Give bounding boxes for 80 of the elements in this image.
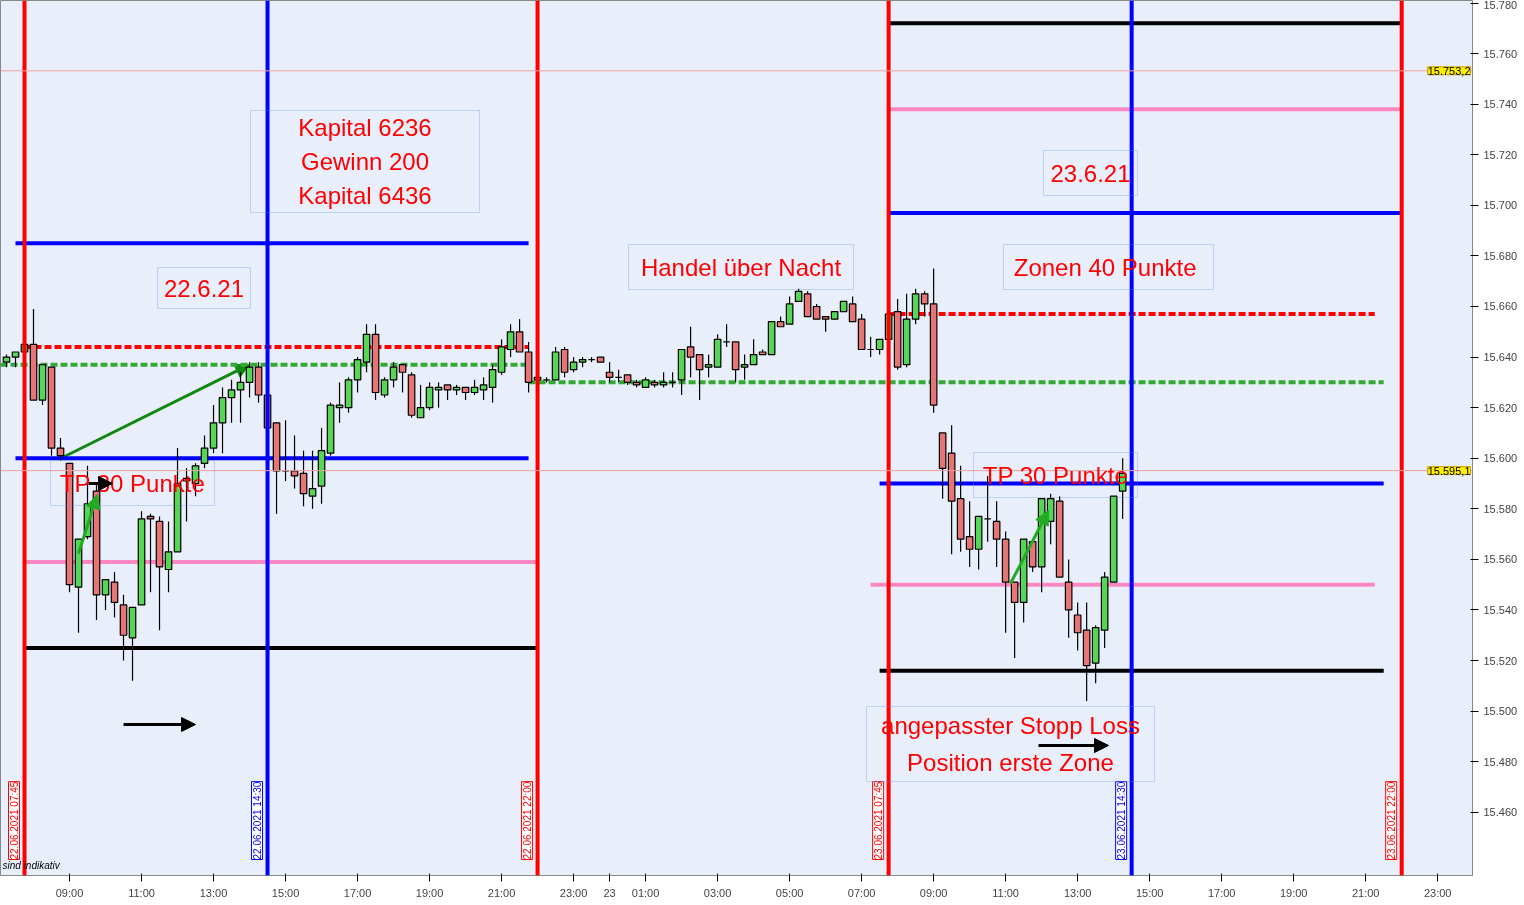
x-tick-label: 13:00 (1063, 886, 1092, 899)
candlestick (56, 437, 65, 462)
y-tick-label: 15.680 (1483, 249, 1518, 262)
candlestick (506, 323, 515, 358)
y-tick-label: 15.580 (1483, 502, 1518, 515)
candlestick (479, 376, 488, 401)
ref-line-label: 23.06.2021 07:45 (872, 781, 884, 860)
annotation: 23.6.21 (1050, 159, 1131, 187)
x-tick-label: 19:00 (1279, 886, 1308, 899)
candlestick (785, 295, 794, 325)
y-tick-label: 15.700 (1483, 199, 1518, 212)
y-tick-label: 15.560 (1483, 553, 1518, 566)
candlestick (353, 356, 362, 394)
x-tick-label: 17:00 (343, 886, 372, 899)
annotation: 22.6.21 (163, 274, 245, 302)
candlestick (101, 579, 110, 611)
x-tick-label: 23 (603, 886, 616, 899)
x-tick-label: 07:00 (847, 886, 876, 899)
candlestick (308, 450, 317, 510)
candlestick (164, 520, 173, 593)
ref-line-label: 15.753,2 (1427, 64, 1471, 77)
candlestick (434, 381, 443, 409)
y-tick-label: 15.460 (1483, 806, 1518, 819)
ref-line-label: 22.06.2021 22:00 (521, 781, 533, 860)
x-tick-label: 11:00 (992, 886, 1019, 899)
y-tick-label: 15.660 (1483, 300, 1518, 313)
x-tick-label: 15:00 (271, 886, 300, 899)
candlestick (335, 381, 344, 424)
x-tick-label: 09:00 (55, 886, 84, 899)
y-tick-label: 15.500 (1483, 705, 1518, 718)
candlestick (515, 318, 524, 353)
candlestick (299, 450, 308, 507)
candlestick (236, 371, 245, 424)
candlestick (749, 338, 758, 366)
candlestick (380, 376, 389, 399)
candlestick (704, 353, 713, 378)
x-tick-label: 23:00 (1423, 886, 1452, 899)
y-tick-label: 15.740 (1483, 98, 1518, 111)
annotation: Handel über Nacht (640, 253, 842, 281)
y-tick-label: 15.600 (1483, 452, 1518, 465)
candlestick (740, 353, 749, 381)
candlestick (560, 346, 569, 378)
x-tick-label: 03:00 (703, 886, 732, 899)
candlestick (146, 513, 155, 593)
x-tick-label: 13:00 (199, 886, 228, 899)
x-tick-label: 09:00 (919, 886, 948, 899)
x-tick-label: 05:00 (775, 886, 804, 899)
x-tick-label: 19:00 (415, 886, 444, 899)
x-tick-label: 17:00 (1207, 886, 1236, 899)
ref-line-label: 23.06.2021 22:00 (1385, 781, 1397, 860)
x-tick-label: 23:00 (559, 886, 588, 899)
candlestick (398, 364, 407, 394)
candlestick (695, 353, 704, 401)
candlestick (245, 361, 254, 399)
ref-line-label: 22.06.2021 14:30 (251, 781, 263, 860)
candlestick (416, 384, 425, 419)
candlestick (227, 379, 236, 424)
candlestick (686, 326, 695, 378)
candlestick (110, 571, 119, 619)
ref-line-label: 22.06.2021 07:45 (8, 781, 20, 860)
y-tick-label: 15.620 (1483, 401, 1518, 414)
y-tick-label: 15.640 (1483, 351, 1518, 364)
candlestick (992, 500, 1001, 568)
y-tick-label: 15.520 (1483, 654, 1518, 667)
ref-line-label: 15.595,1 (1427, 464, 1471, 477)
x-tick-label: 21:00 (1351, 886, 1380, 899)
annotation: Kapital 6236 Gewinn 200 Kapital 6436 (298, 114, 432, 209)
x-tick-label: 21:00 (487, 886, 516, 899)
candlestick (200, 434, 209, 469)
y-tick-label: 15.540 (1483, 603, 1518, 616)
y-tick-label: 15.760 (1483, 47, 1518, 60)
x-tick-label: 01:00 (631, 886, 660, 899)
y-tick-label: 15.720 (1483, 148, 1518, 161)
candlestick (488, 364, 497, 404)
x-tick-label: 11:00 (128, 886, 155, 899)
candlestick (425, 381, 434, 411)
y-tick-label: 15.780 (1483, 0, 1518, 11)
y-tick-label: 15.480 (1483, 755, 1518, 768)
x-tick-label: 15:00 (1135, 886, 1164, 899)
ref-line-label: 23.06.2021 14:30 (1115, 781, 1127, 860)
